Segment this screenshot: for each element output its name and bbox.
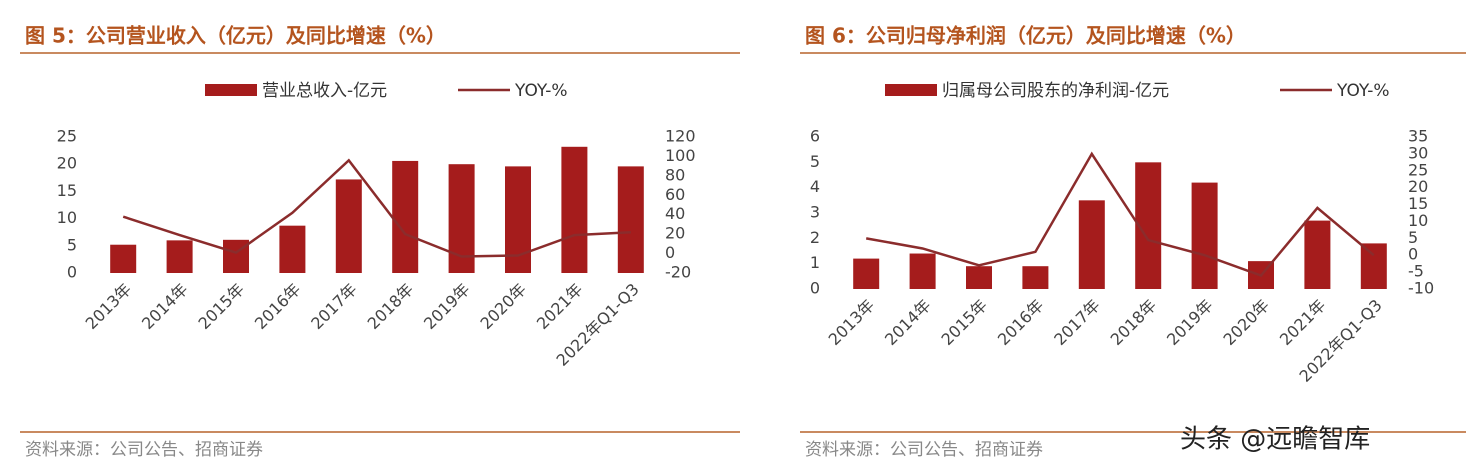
bar: [335, 179, 362, 273]
chart-title: 图 5：公司营业收入（亿元）及同比增速（%）: [25, 24, 446, 48]
y2-tick-label: -20: [665, 263, 691, 282]
x-tick-label: 2015年: [937, 296, 991, 350]
y2-tick-label: 30: [1408, 143, 1428, 162]
x-tick-label: 2019年: [1163, 296, 1217, 350]
bar: [166, 240, 193, 273]
y-tick-label: 2: [810, 228, 820, 247]
legend-label: 营业总收入-亿元: [262, 81, 387, 101]
y2-tick-label: -10: [1408, 279, 1434, 298]
y2-tick-label: 35: [1408, 127, 1428, 146]
x-tick-label: 2021年: [1276, 296, 1330, 350]
x-tick-label: 2021年: [533, 280, 587, 334]
legend-label: YOY-%: [514, 81, 568, 101]
x-tick-label: 2013年: [825, 296, 879, 350]
x-tick-label: 2014年: [881, 296, 935, 350]
y-tick-label: 5: [810, 152, 820, 171]
y2-tick-label: 20: [1408, 177, 1428, 196]
legend-swatch: [205, 84, 257, 96]
x-tick-label: 2014年: [138, 280, 192, 334]
line: [122, 158, 631, 258]
y-tick-label: 25: [57, 127, 77, 146]
y2-tick-label: 0: [665, 243, 675, 262]
source: 资料来源：公司公告、招商证券: [805, 440, 1043, 460]
y2-tick-label: 25: [1408, 160, 1428, 179]
y-tick-label: 0: [810, 279, 820, 298]
y2-tick-label: 0: [1408, 245, 1418, 264]
line: [865, 151, 1375, 277]
bar: [853, 258, 880, 289]
legend-label: YOY-%: [1336, 81, 1390, 101]
watermark: 头条 @远瞻智库: [1180, 425, 1370, 455]
bar: [1360, 243, 1387, 289]
y2-tick-label: 20: [665, 224, 685, 243]
x-tick-label: 2020年: [1219, 296, 1273, 350]
y2-tick-label: 40: [665, 204, 685, 223]
bar: [1191, 182, 1218, 289]
y-tick-label: 20: [57, 154, 77, 173]
bar: [448, 164, 475, 273]
y2-tick-label: 120: [665, 127, 696, 146]
y2-tick-label: -5: [1408, 262, 1424, 281]
bar: [1304, 220, 1331, 289]
bar: [505, 166, 531, 273]
bar: [1078, 200, 1105, 289]
bar: [279, 225, 306, 273]
bar: [110, 244, 137, 273]
y-tick-label: 4: [810, 177, 820, 196]
y-tick-label: 5: [67, 235, 77, 254]
y-tick-label: 3: [810, 203, 820, 222]
legend-swatch: [885, 84, 937, 96]
bar: [1022, 266, 1049, 289]
x-tick-label: 2018年: [364, 280, 418, 334]
bar: [392, 160, 419, 273]
x-tick-label: 2016年: [994, 296, 1048, 350]
x-tick-label: 2017年: [1050, 296, 1104, 350]
source: 资料来源：公司公告、招商证券: [25, 440, 263, 460]
x-tick-label: 2015年: [194, 280, 248, 334]
y2-tick-label: 10: [1408, 211, 1428, 230]
legend-label: 归属母公司股东的净利润-亿元: [942, 81, 1169, 101]
y-tick-label: 1: [810, 253, 820, 272]
y2-tick-label: 15: [1408, 194, 1428, 213]
y-tick-label: 10: [57, 208, 77, 227]
y2-tick-label: 5: [1408, 228, 1418, 247]
x-tick-label: 2019年: [420, 280, 474, 334]
x-tick-label: 2020年: [476, 280, 530, 334]
y-tick-label: 15: [57, 181, 77, 200]
bar: [561, 146, 588, 273]
y-tick-label: 6: [810, 127, 820, 146]
y2-tick-label: 60: [665, 185, 685, 204]
bar: [909, 253, 936, 289]
y2-tick-label: 80: [665, 165, 685, 184]
chart-title: 图 6：公司归母净利润（亿元）及同比增速（%）: [805, 24, 1246, 48]
x-tick-label: 2018年: [1107, 296, 1161, 350]
bar: [966, 266, 992, 289]
x-tick-label: 2013年: [82, 280, 136, 334]
y-tick-label: 0: [67, 263, 77, 282]
x-tick-label: 2016年: [251, 280, 305, 334]
bar: [617, 166, 644, 273]
x-tick-label: 2017年: [307, 280, 361, 334]
y2-tick-label: 100: [665, 146, 696, 165]
